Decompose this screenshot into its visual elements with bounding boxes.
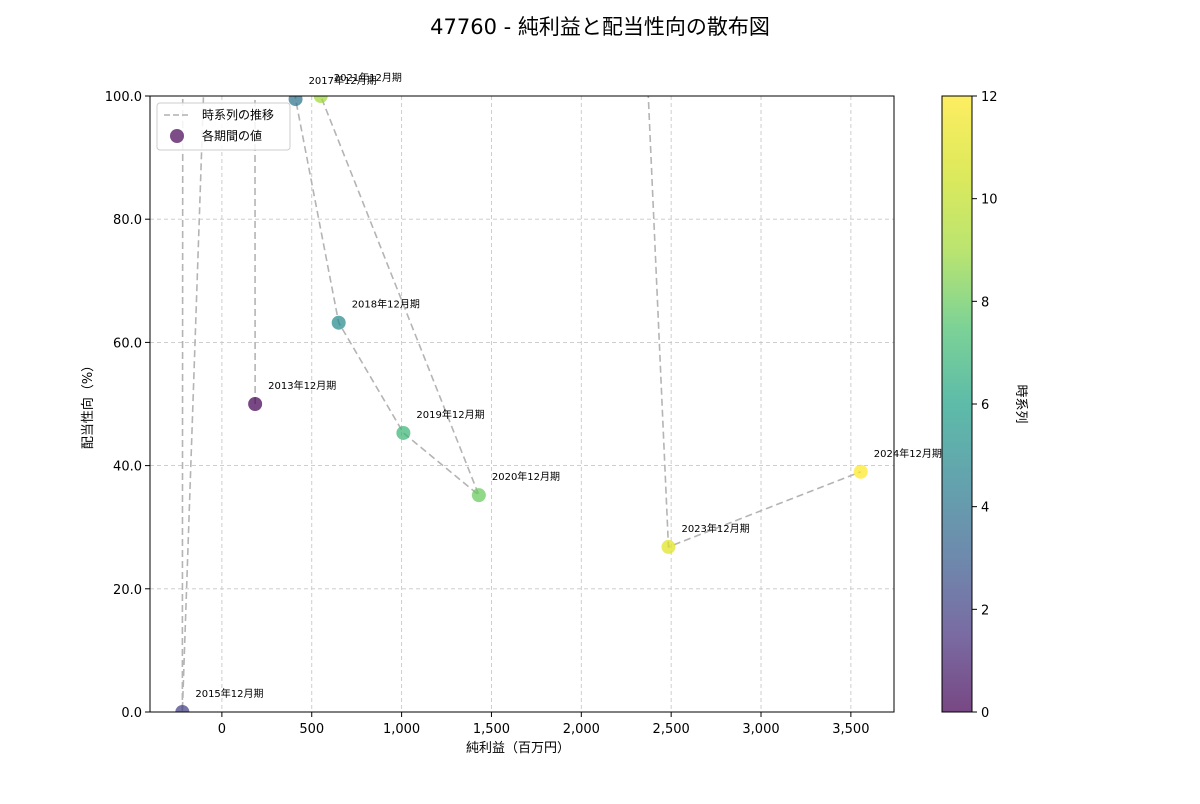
scatter-point [331,315,346,330]
chart-title: 47760 - 純利益と配当性向の散布図 [430,15,770,39]
point-label: 2021年12月期 [334,71,402,84]
plot-area [150,96,894,712]
colorbar: 0 2 4 6 8 10 12 時系列 [941,90,1028,721]
point-label: 2015年12月期 [195,687,263,700]
legend-line-label: 時系列の推移 [202,108,274,122]
scatter-point [175,705,190,712]
colorbar-tick-label: 4 [981,501,989,516]
point-label: 2017年12月期 [309,74,377,87]
x-tick-label: 2,500 [653,722,690,737]
legend-marker-swatch [170,129,184,143]
point-label: 2023年12月期 [681,522,749,535]
colorbar-tick-label: 8 [981,295,989,310]
y-tick-label: 20.0 [113,583,142,598]
x-tick-label: 500 [299,722,324,737]
y-tick-label: 60.0 [113,336,142,351]
plot-frame [149,95,895,713]
legend-marker-label: 各期間の値 [202,128,262,143]
colorbar-tick-label: 2 [981,603,989,618]
colorbar-tick-label: 6 [981,398,989,413]
x-axis-label: 純利益（百万円） [466,741,570,756]
point-label: 2024年12月期 [874,447,942,460]
y-tick-label: 40.0 [113,460,142,475]
colorbar-tick-label: 12 [981,90,998,105]
scatter-point [288,96,303,107]
point-label: 2018年12月期 [352,298,420,311]
y-tick-label: 100.0 [105,90,142,105]
point-label: 2020年12月期 [492,470,560,483]
point-label: 2019年12月期 [416,408,484,421]
colorbar-ticks: 0 2 4 6 8 10 12 [972,90,998,721]
colorbar-label: 時系列 [1013,384,1028,423]
scatter-point [471,488,486,503]
scatter-point [853,464,868,479]
x-tick-label: 3,500 [832,722,869,737]
point-label: 2013年12月期 [268,379,336,392]
y-axis-label: 配当性向（%） [80,359,96,449]
y-tick-label: 0.0 [121,706,142,721]
x-tick-label: 1,000 [383,722,420,737]
legend: 時系列の推移 各期間の値 [156,102,291,151]
x-tick-label: 3,000 [742,722,779,737]
point-labels-layer: 2013年12月期 2015年12月期 2017年12月期 2018年12月期 2019… [195,71,942,700]
x-axis: 0 500 1,000 1,500 2,000 2,500 3,000 3,500 [218,712,869,737]
scatter-point [248,397,263,411]
colorbar-tick-label: 10 [981,193,998,208]
trend-line [181,96,862,712]
scatter-point [661,539,676,554]
y-axis: 0.0 20.0 40.0 60.0 80.0 100.0 [105,90,150,721]
points-layer [175,96,868,712]
scatter-point [313,96,328,103]
scatter-point [396,425,411,440]
colorbar-tick-label: 0 [981,706,989,721]
trend-line-layer [181,96,862,712]
colorbar-gradient [942,96,972,712]
x-tick-label: 2,000 [563,722,600,737]
x-tick-label: 0 [218,722,226,737]
y-tick-label: 80.0 [113,213,142,228]
x-tick-label: 1,500 [473,722,510,737]
legend-box [156,102,291,151]
